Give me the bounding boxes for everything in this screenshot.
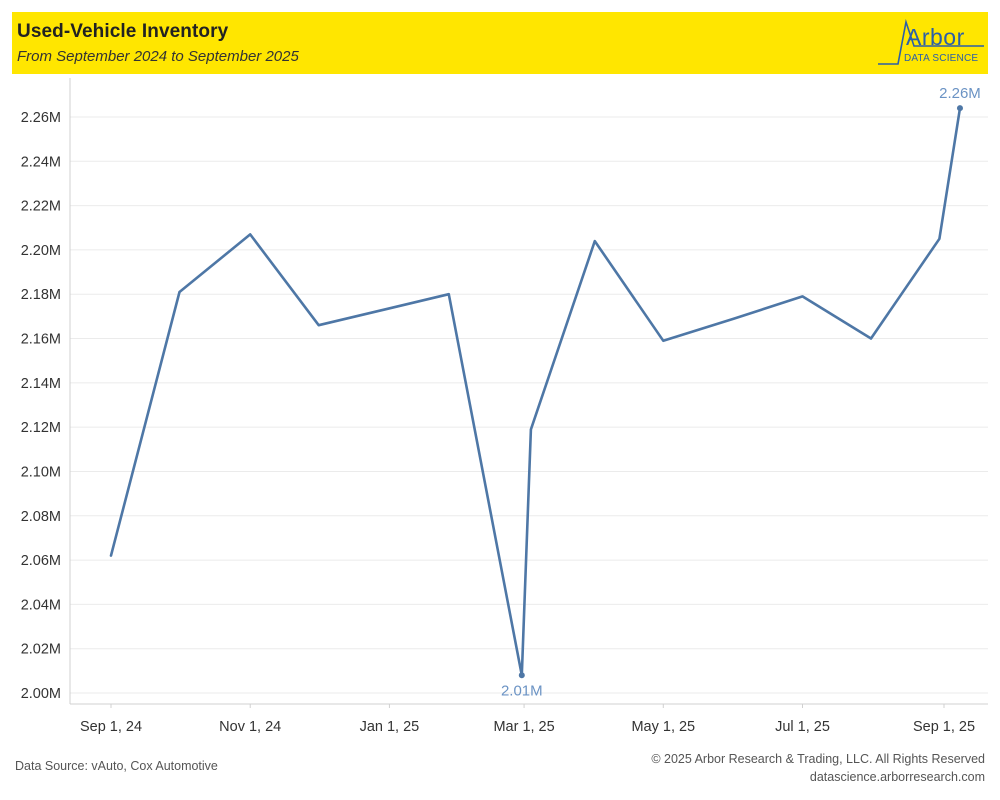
footer-credits: © 2025 Arbor Research & Trading, LLC. Al… xyxy=(651,750,985,786)
y-tick-label: 2.12M xyxy=(21,420,61,436)
y-tick-label: 2.06M xyxy=(21,553,61,569)
logo-word: Arbor xyxy=(906,24,965,50)
data-point-marker xyxy=(956,105,963,112)
x-tick-label: Sep 1, 24 xyxy=(80,719,142,735)
x-tick-label: Sep 1, 25 xyxy=(913,719,975,735)
grid-lines xyxy=(70,116,988,694)
y-tick-label: 2.18M xyxy=(21,287,61,303)
y-tick-label: 2.22M xyxy=(21,199,61,215)
chart-subtitle: From September 2024 to September 2025 xyxy=(17,48,299,65)
header-band: Used-Vehicle Inventory From September 20… xyxy=(12,12,988,74)
y-tick-label: 2.08M xyxy=(21,509,61,525)
chart-title: Used-Vehicle Inventory xyxy=(17,21,229,42)
y-tick-label: 2.04M xyxy=(21,597,61,613)
y-tick-label: 2.10M xyxy=(21,464,61,480)
arbor-logo: Arbor DATA SCIENCE xyxy=(876,18,988,70)
logo-sub: DATA SCIENCE xyxy=(904,53,979,64)
y-tick-label: 2.24M xyxy=(21,154,61,170)
series-line xyxy=(109,106,962,677)
x-tick-label: Jan 1, 25 xyxy=(360,719,420,735)
x-tick-label: Nov 1, 24 xyxy=(219,719,281,735)
data-label: 2.01M xyxy=(501,682,543,699)
website-link[interactable]: datascience.arborresearch.com xyxy=(809,770,985,784)
data-point-marker xyxy=(518,672,525,679)
data-labels: 2.01M 2.26M xyxy=(501,85,981,699)
data-source: Data Source: vAuto, Cox Automotive xyxy=(15,759,218,773)
y-tick-label: 2.00M xyxy=(21,686,61,702)
x-tick-label: May 1, 25 xyxy=(631,719,695,735)
data-label: 2.26M xyxy=(939,85,981,102)
copyright-text: © 2025 Arbor Research & Trading, LLC. Al… xyxy=(651,752,985,766)
y-tick-label: 2.16M xyxy=(21,332,61,348)
y-tick-label: 2.02M xyxy=(21,642,61,658)
y-tick-label: 2.20M xyxy=(21,243,61,259)
series-layer xyxy=(109,106,962,677)
axes: 2.00M 2.02M 2.04M 2.06M 2.08M 2.10M 2.12M 2.14M… xyxy=(21,78,988,735)
x-tick-label: Jul 1, 25 xyxy=(775,719,830,735)
y-tick-label: 2.26M xyxy=(21,110,61,126)
y-tick-label: 2.14M xyxy=(21,376,61,392)
x-tick-label: Mar 1, 25 xyxy=(493,719,554,735)
logo-mark-icon xyxy=(878,18,984,65)
